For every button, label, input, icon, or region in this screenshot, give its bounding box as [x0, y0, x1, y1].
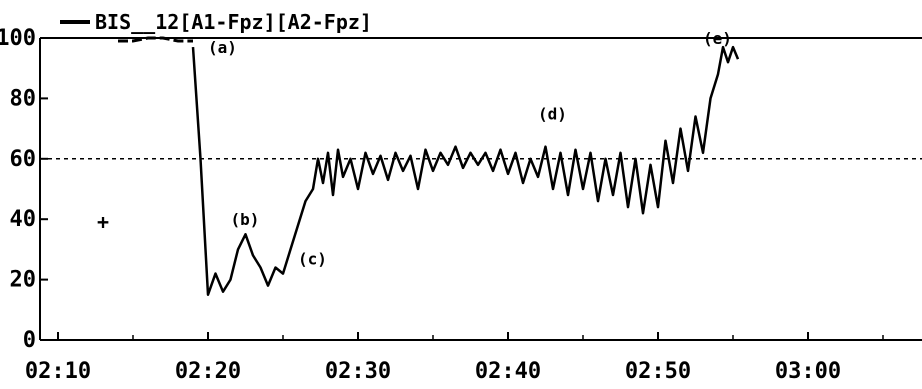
annotation-label: (e)	[703, 29, 732, 48]
y-tick-label: 100	[0, 26, 36, 51]
series-line	[191, 45, 740, 296]
y-tick-label: 20	[10, 268, 37, 293]
x-tick-label: 02:20	[175, 359, 241, 384]
series-dashed-segment	[118, 36, 193, 43]
annotation-label: (d)	[538, 105, 567, 124]
plot-frame	[39, 37, 922, 341]
annotation-label: (c)	[298, 249, 327, 268]
legend-label: BIS__12[A1-Fpz][A2-Fpz]	[95, 10, 372, 34]
series-group	[118, 36, 740, 296]
annotation-label: (b)	[231, 210, 260, 229]
x-tick-label: 02:50	[625, 359, 691, 384]
annotations-group: (a) (b) (c) (d) (e) +	[97, 29, 732, 268]
y-tick-label: 0	[23, 328, 36, 353]
x-tick-label: 03:00	[775, 359, 841, 384]
x-tick-label: 02:30	[325, 359, 391, 384]
x-axis: 02:10 02:20 02:30 02:40 02:50 03:00	[25, 332, 884, 384]
annotation-label: (a)	[208, 38, 237, 57]
y-tick-label: 40	[10, 207, 37, 232]
y-tick-label: 60	[10, 147, 37, 172]
x-tick-label: 02:10	[25, 359, 91, 384]
marker-plus: +	[97, 210, 109, 234]
y-tick-label: 80	[10, 86, 37, 111]
x-tick-label: 02:40	[475, 359, 541, 384]
legend: BIS__12[A1-Fpz][A2-Fpz]	[60, 10, 372, 34]
y-axis: 0 20 40 60 80 100	[0, 26, 48, 353]
